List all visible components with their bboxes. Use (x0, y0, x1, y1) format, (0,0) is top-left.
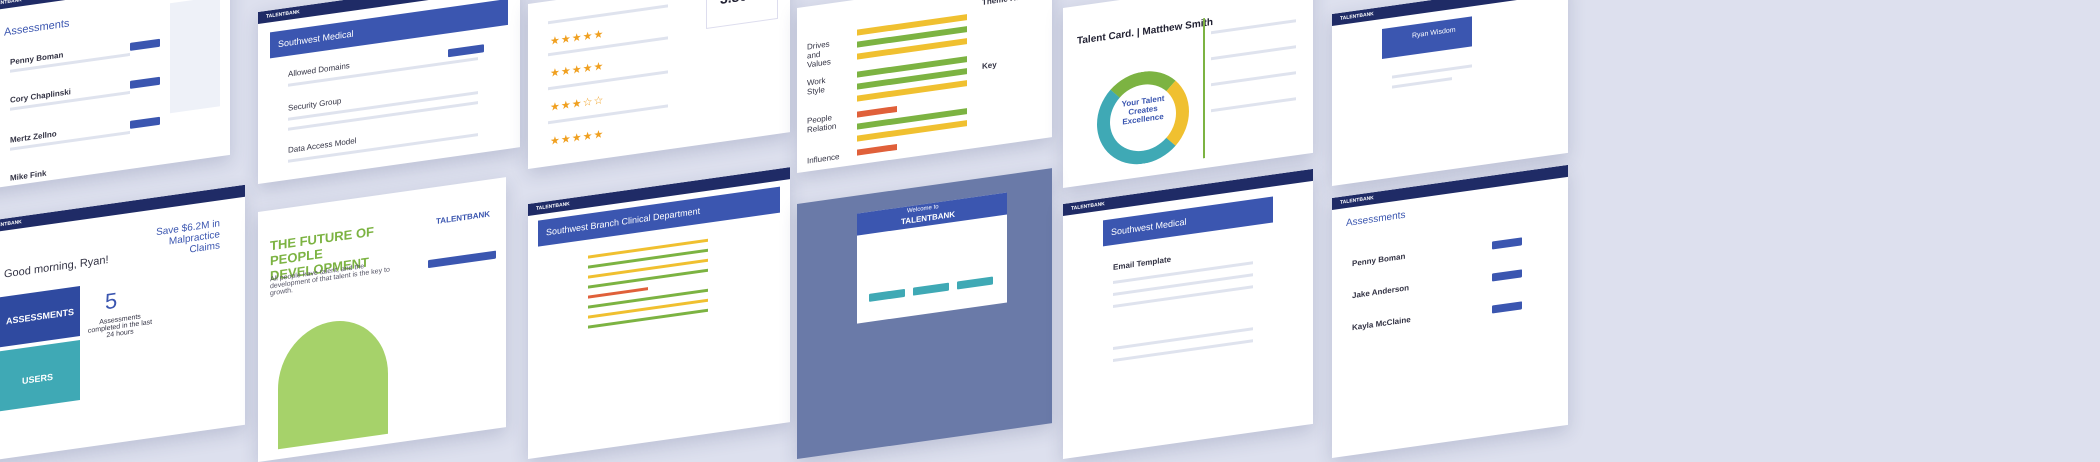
row: Penny Boman (1352, 251, 1406, 269)
title: Assessments (1346, 209, 1406, 230)
button[interactable] (130, 116, 160, 129)
title: Assessments (4, 17, 70, 39)
row: Jake Anderson (1352, 283, 1410, 301)
themes-screen: Drives and Values Work Style People Rela… (797, 0, 1052, 174)
title: Email Template (1113, 254, 1172, 272)
key: Key (982, 59, 997, 71)
talent-card-screen: Talent Card. | Matthew Smith Your Talent… (1063, 0, 1313, 188)
profile-screen: TALENTBANK Ryan Wisdom (1332, 0, 1568, 186)
questionnaire-screen: ★★★★★ ★★★★★ ★★★☆☆ ★★★★★ 3.80 (528, 0, 790, 170)
assessments-screen: TALENTBANK Assessments Penny Boman Cory … (0, 0, 230, 190)
assessments-screen-2: TALENTBANK Assessments Penny Boman Jake … (1332, 164, 1568, 458)
group: Influence (807, 152, 840, 166)
promo: Save $6.2M in Malpractice Claims (156, 218, 220, 256)
clinical-screen: TALENTBANK Southwest Branch Clinical Dep… (528, 167, 790, 460)
group: Work Style (807, 75, 826, 97)
group: Drives and Values (807, 39, 831, 70)
button[interactable] (1492, 301, 1522, 314)
row: Kayla McClaine (1352, 314, 1411, 333)
button[interactable] (130, 38, 160, 51)
count-label: Assessments completed in the last 24 hou… (87, 313, 153, 340)
row: Mike Fink (10, 168, 47, 183)
landing-screen: THE FUTURE OF PEOPLE DEVELOPMENT All peo… (258, 177, 506, 462)
theme-rank: Theme Rank (982, 0, 1030, 7)
title: Talent Card. | Matthew Smith (1077, 16, 1213, 48)
dashboard-screen: TALENTBANK Good morning, Ryan! Save $6.2… (0, 184, 245, 462)
button[interactable] (130, 76, 160, 89)
button[interactable] (428, 250, 496, 269)
group: People Relation (807, 113, 837, 135)
logo: TALENTBANK (436, 209, 491, 226)
domains-screen: TALENTBANK Southwest Medical Allowed Dom… (258, 0, 520, 185)
email-screen: TALENTBANK Southwest Medical Email Templ… (1063, 168, 1313, 459)
count: 5 (105, 287, 118, 315)
button[interactable] (1492, 237, 1522, 250)
welcome-screen: Welcome to TALENTBANK (797, 168, 1052, 459)
greeting: Good morning, Ryan! (4, 253, 109, 281)
button[interactable] (448, 44, 484, 58)
button[interactable] (1492, 269, 1522, 282)
page: {"brand": "TALENTBANK", "assessments": {… (0, 0, 1568, 462)
